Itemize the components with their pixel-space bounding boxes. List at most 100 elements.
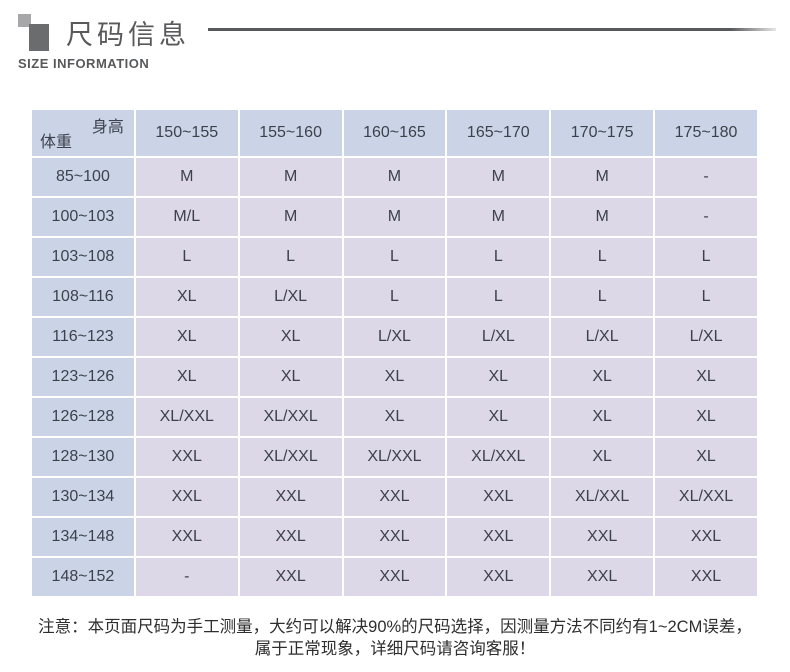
size-value-cell: L <box>445 236 552 278</box>
size-value-cell: L/XL <box>237 276 344 318</box>
weight-range-cell: 148~152 <box>30 556 136 598</box>
size-value-cell: XXL <box>237 556 344 598</box>
size-value-cell: L <box>549 236 656 278</box>
size-value-cell: XL/XXL <box>237 436 344 478</box>
column-header: 175~180 <box>653 108 759 158</box>
size-value-cell: XXL <box>445 556 552 598</box>
size-value-cell: XL/XXL <box>549 476 656 518</box>
corner-header-cell: 身高 体重 <box>30 108 136 158</box>
weight-range-cell: 103~108 <box>30 236 136 278</box>
size-value-cell: XL/XXL <box>341 436 448 478</box>
weight-range-cell: 134~148 <box>30 516 136 558</box>
size-value-cell: L <box>341 276 448 318</box>
size-value-cell: XL/XXL <box>653 476 759 518</box>
size-value-cell: L <box>237 236 344 278</box>
size-value-cell: L <box>445 276 552 318</box>
logo-dark-square <box>29 24 49 51</box>
table-row: 103~108 L L L L L L <box>30 236 759 278</box>
corner-weight-label: 体重 <box>40 134 73 151</box>
size-value-cell: L/XL <box>445 316 552 358</box>
size-value-cell: XXL <box>341 556 448 598</box>
size-value-cell: XXL <box>549 516 656 558</box>
size-table-container: 身高 体重 150~155 155~160 160~165 165~170 17… <box>30 108 759 598</box>
logo-light-square <box>18 14 31 27</box>
size-value-cell: XL/XXL <box>133 396 240 438</box>
size-value-cell: L <box>549 276 656 318</box>
table-row: 108~116 XL L/XL L L L L <box>30 276 759 318</box>
corner-height-label: 身高 <box>91 119 124 136</box>
page-subtitle: SIZE INFORMATION <box>18 56 150 71</box>
size-value-cell: XXL <box>341 476 448 518</box>
size-value-cell: XXL <box>133 476 240 518</box>
weight-range-cell: 100~103 <box>30 196 136 238</box>
table-row: 126~128 XL/XXL XL/XXL XL XL XL XL <box>30 396 759 438</box>
size-value-cell: XXL <box>237 476 344 518</box>
size-value-cell: M <box>341 156 448 198</box>
size-value-cell: XL <box>133 276 240 318</box>
table-row: 100~103 M/L M M M M - <box>30 196 759 238</box>
footnote-line1: 注意：本页面尺码为手工测量，大约可以解决90%的尺码选择，因测量方法不同约有1~… <box>38 618 752 636</box>
size-value-cell: XXL <box>341 516 448 558</box>
table-header-row: 身高 体重 150~155 155~160 160~165 165~170 17… <box>30 108 759 158</box>
size-value-cell: XL/XXL <box>237 396 344 438</box>
size-value-cell: XL <box>133 356 240 398</box>
weight-range-cell: 128~130 <box>30 436 136 478</box>
size-value-cell: - <box>133 556 240 598</box>
size-value-cell: XXL <box>445 476 552 518</box>
weight-range-cell: 85~100 <box>30 156 136 198</box>
size-value-cell: XL/XXL <box>445 436 552 478</box>
column-header: 170~175 <box>549 108 656 158</box>
table-row: 123~126 XL XL XL XL XL XL <box>30 356 759 398</box>
size-value-cell: L <box>341 236 448 278</box>
size-value-cell: M <box>133 156 240 198</box>
size-value-cell: XXL <box>237 516 344 558</box>
title-row: 尺码信息 <box>18 12 782 52</box>
size-value-cell: M <box>341 196 448 238</box>
size-value-cell: XXL <box>549 556 656 598</box>
size-value-cell: M <box>549 196 656 238</box>
footnote-line2: 属于正常现象，详细尺码请咨询客服！ <box>254 640 536 658</box>
column-header: 160~165 <box>341 108 448 158</box>
size-value-cell: M <box>445 196 552 238</box>
size-value-cell: XXL <box>133 436 240 478</box>
weight-range-cell: 108~116 <box>30 276 136 318</box>
size-value-cell: XL <box>653 436 759 478</box>
size-value-cell: L <box>653 276 759 318</box>
weight-range-cell: 130~134 <box>30 476 136 518</box>
size-value-cell: XL <box>653 356 759 398</box>
size-value-cell: XL <box>549 356 656 398</box>
table-row: 116~123 XL XL L/XL L/XL L/XL L/XL <box>30 316 759 358</box>
size-value-cell: XL <box>341 396 448 438</box>
size-value-cell: XL <box>445 356 552 398</box>
size-value-cell: XL <box>341 356 448 398</box>
size-value-cell: M <box>549 156 656 198</box>
size-value-cell: XL <box>549 436 656 478</box>
column-header: 150~155 <box>133 108 240 158</box>
size-value-cell: XL <box>237 356 344 398</box>
title-divider-line <box>208 27 776 31</box>
size-value-cell: - <box>653 196 759 238</box>
size-value-cell: XXL <box>653 516 759 558</box>
weight-range-cell: 116~123 <box>30 316 136 358</box>
size-value-cell: M <box>445 156 552 198</box>
size-value-cell: XXL <box>133 516 240 558</box>
table-row: 128~130 XXL XL/XXL XL/XXL XL/XXL XL XL <box>30 436 759 478</box>
size-value-cell: M <box>237 156 344 198</box>
size-value-cell: XL <box>237 316 344 358</box>
logo-squares-icon <box>18 12 52 52</box>
size-table: 身高 体重 150~155 155~160 160~165 165~170 17… <box>30 108 759 598</box>
size-value-cell: XL <box>653 396 759 438</box>
table-row: 130~134 XXL XXL XXL XXL XL/XXL XL/XXL <box>30 476 759 518</box>
table-row: 85~100 M M M M M - <box>30 156 759 198</box>
table-row: 134~148 XXL XXL XXL XXL XXL XXL <box>30 516 759 558</box>
column-header: 165~170 <box>445 108 552 158</box>
size-value-cell: XL <box>445 396 552 438</box>
column-header: 155~160 <box>237 108 344 158</box>
section-header: 尺码信息 SIZE INFORMATION <box>18 12 782 71</box>
size-value-cell: L/XL <box>549 316 656 358</box>
size-value-cell: L <box>133 236 240 278</box>
weight-range-cell: 123~126 <box>30 356 136 398</box>
table-row: 148~152- XXL XXL XXL XXL XXL <box>30 556 759 598</box>
size-value-cell: XXL <box>653 556 759 598</box>
page-title: 尺码信息 <box>66 19 190 50</box>
